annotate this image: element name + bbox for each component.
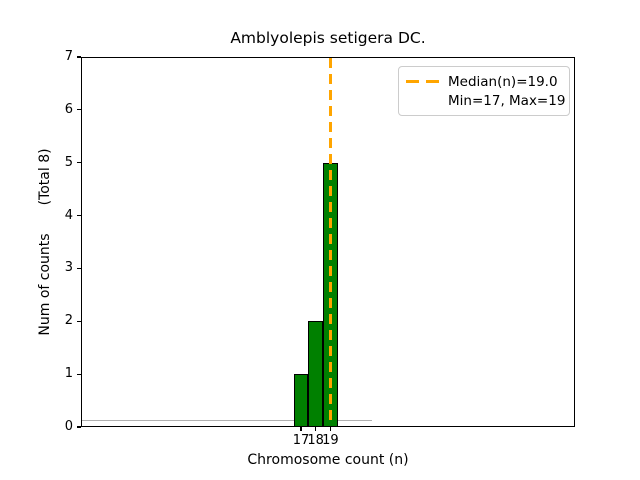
zero-count-baseline (82, 419, 372, 421)
y-tick (76, 162, 81, 164)
legend-dash-icon (426, 79, 439, 84)
y-tick (76, 56, 81, 58)
x-tick (329, 427, 331, 431)
y-tick-label: 4 (64, 207, 73, 223)
y-tick-label: 7 (64, 49, 73, 64)
x-tick-label: 17 (292, 433, 310, 448)
histogram-bar (293, 374, 309, 427)
legend: Median(n)=19.0 Min=17, Max=19 (398, 66, 570, 116)
y-tick-label: 2 (64, 313, 73, 329)
y-axis-label: Num of counts (Total 8) (35, 92, 55, 392)
median-line (329, 58, 332, 426)
legend-dash-icon (406, 79, 419, 84)
x-tick (315, 427, 317, 431)
x-tick-label: 19 (322, 433, 339, 448)
legend-entry-minmax: Min=17, Max=19 (406, 91, 565, 110)
legend-label-minmax: Min=17, Max=19 (448, 92, 566, 109)
x-tick (300, 427, 302, 431)
chart-title: Amblyolepis setigera DC. (230, 29, 426, 47)
y-tick (76, 109, 81, 111)
y-axis-label-note: (Total 8) (37, 148, 53, 206)
y-tick (76, 373, 81, 375)
y-tick (76, 214, 81, 217)
y-tick-label: 5 (64, 154, 73, 170)
orange-dashed-line-sample (406, 79, 439, 84)
x-axis-label: Chromosome count (n) (247, 452, 409, 468)
y-tick-label: 0 (64, 419, 73, 434)
x-tick-label: 18 (307, 433, 324, 448)
histogram-bar (308, 321, 324, 427)
y-tick-label: 1 (64, 366, 73, 382)
y-axis-label-main: Num of counts (37, 233, 53, 336)
y-tick (76, 426, 81, 428)
y-tick-label: 3 (64, 260, 73, 276)
y-tick-label: 6 (64, 101, 73, 117)
y-tick (76, 320, 81, 322)
legend-entry-median: Median(n)=19.0 (406, 72, 561, 91)
y-tick (76, 267, 81, 270)
legend-label-median: Median(n)=19.0 (448, 73, 558, 90)
